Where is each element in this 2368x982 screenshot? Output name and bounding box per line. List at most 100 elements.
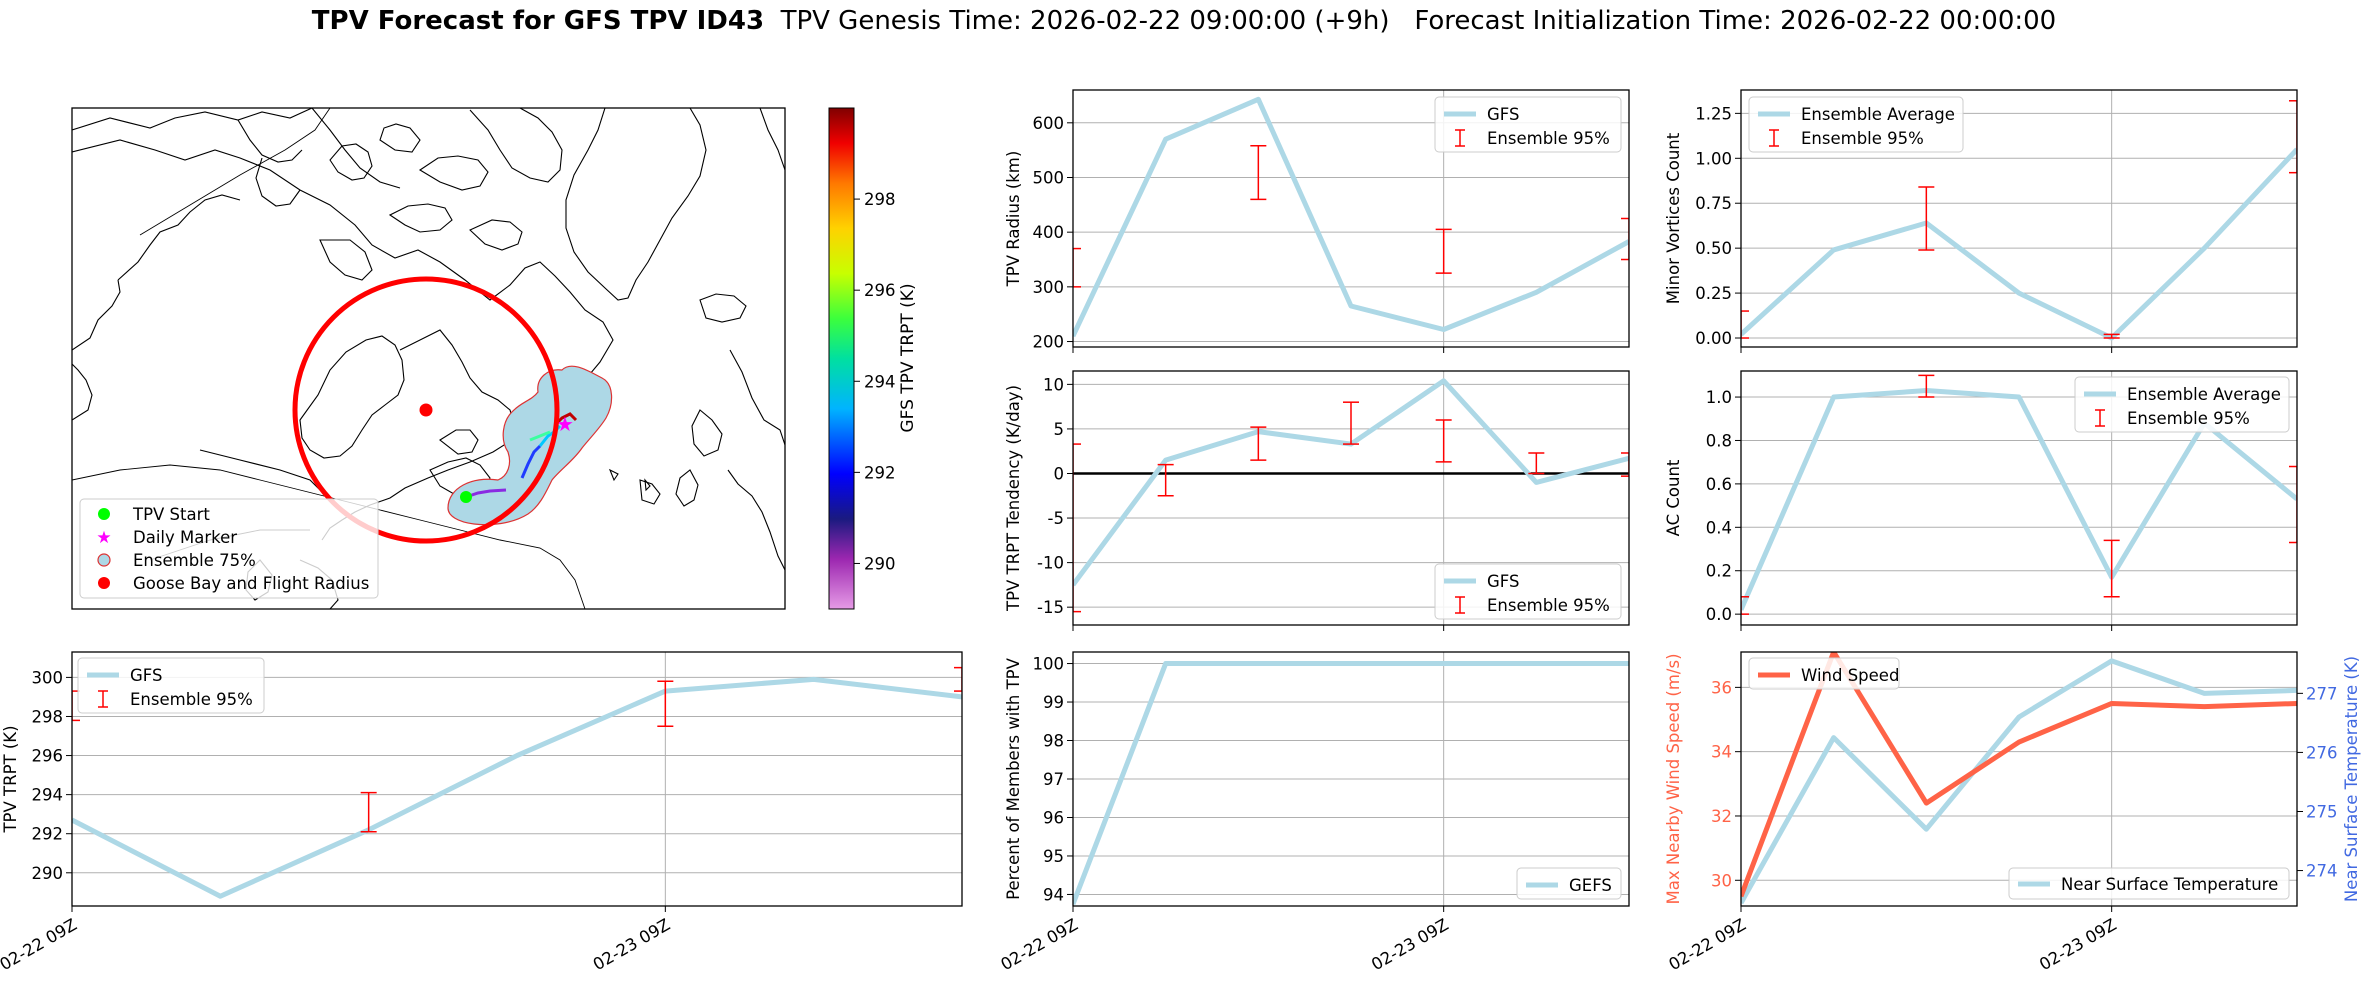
y-tick-label: 96 — [1043, 808, 1064, 827]
colorbar-tick-label: 298 — [864, 190, 896, 209]
legend-entry: Ensemble 95% — [130, 690, 253, 709]
legend: GFS Ensemble 95% — [1434, 563, 1622, 620]
legend-frame — [1434, 96, 1622, 153]
error-bar — [2289, 100, 2297, 174]
colorbar: 290 292 294 296 298 GFS TPV TRPT (K) — [828, 107, 918, 610]
legend-secondary: Near Surface Temperature — [2008, 867, 2290, 900]
error-bar — [1435, 419, 1452, 463]
y-tick-label: 0 — [1054, 464, 1065, 483]
legend-entry: GFS — [130, 666, 162, 685]
legend: Ensemble Average Ensemble 95% — [2074, 376, 2290, 433]
series-line-gfs — [72, 676, 962, 899]
y-tick-label: -15 — [1037, 598, 1064, 617]
plot-marks — [1073, 661, 1629, 905]
chart-radius: 200 300 400 500 600 TPV Radius (km) GFS Ensembl… — [1004, 89, 1630, 353]
y-tick-label: -10 — [1037, 554, 1064, 573]
error-bar — [1621, 217, 1629, 261]
y-axis-label: TPV TRPT Tendency (K/day) — [1004, 385, 1023, 612]
y-tick-label: 94 — [1043, 885, 1064, 904]
y-tick-label: 600 — [1033, 114, 1065, 133]
x-tick-label: 02-22 09Z — [0, 915, 80, 974]
colorbar-tick-label: 296 — [864, 281, 896, 300]
x-tick-label: 02-22 09Z — [997, 915, 1081, 974]
error-bar — [1918, 374, 1935, 398]
map-panel: ★ TPV Start ★ Daily Marker Ensemble 75% … — [71, 107, 918, 610]
y-tick-label: 300 — [1033, 278, 1065, 297]
y-tick-label: 0.25 — [1695, 284, 1732, 303]
y-tick-label: 0.0 — [1706, 605, 1732, 624]
legend-frame — [77, 657, 265, 714]
chart-percent: 94 95 96 97 98 99 100 02-22 09Z 02-23 09Z Percent… — [997, 651, 1630, 974]
error-bar — [1250, 145, 1267, 201]
chart-minor: 0.00 0.25 0.50 0.75 1.00 1.25 Minor Vortices C… — [1664, 89, 2298, 353]
y-tick-label: 98 — [1043, 732, 1064, 751]
x-tick-label: 02-23 09Z — [1368, 915, 1452, 974]
y-tick-label: 0.00 — [1695, 329, 1732, 348]
legend-start-marker — [98, 508, 110, 520]
y-tick-label: 1.00 — [1695, 149, 1732, 168]
axes-frame — [1072, 370, 1630, 626]
ensemble-75-region — [447, 365, 613, 526]
y-tick-label: 36 — [1711, 678, 1732, 697]
y-tick-label: 95 — [1043, 847, 1064, 866]
error-bar — [657, 680, 674, 727]
figure-title-bold: TPV Forecast for GFS TPV ID43 — [311, 6, 765, 36]
y-tick-label: 298 — [32, 707, 64, 726]
x-tick-label: 02-23 09Z — [590, 915, 674, 974]
y2-tick-label: 276 — [2306, 743, 2338, 762]
y2-tick-label: 277 — [2306, 684, 2338, 703]
y-tick-label: 1.25 — [1695, 104, 1732, 123]
legend-frame — [2074, 376, 2290, 433]
error-bar — [1073, 247, 1081, 288]
series-line-gefs — [1073, 661, 1629, 905]
figure-title-rest: TPV Genesis Time: 2026-02-22 09:00:00 (+… — [780, 6, 2057, 36]
error-bar — [1621, 452, 1629, 477]
legend-entry: GFS — [1487, 105, 1519, 124]
error-bar — [1741, 310, 1749, 339]
y-tick-label: 400 — [1033, 223, 1065, 242]
y-tick-label: 292 — [32, 825, 64, 844]
legend-entry: Near Surface Temperature — [2061, 875, 2278, 894]
x-tick-label: 02-22 09Z — [1665, 915, 1749, 974]
colorbar-tick-label: 294 — [864, 372, 896, 391]
chart-tendency: -15 -10 -5 0 5 10 TPV TRPT Tendency (K/day) GFS… — [1004, 370, 1630, 631]
y-tick-label: 200 — [1033, 333, 1065, 352]
y-tick-label: 5 — [1054, 420, 1065, 439]
daily-marker-star: ★ — [556, 412, 574, 436]
y-tick-label: 97 — [1043, 770, 1064, 789]
y2-tick-label: 275 — [2306, 802, 2338, 821]
legend: GFS Ensemble 95% — [1434, 96, 1622, 153]
error-bar — [1741, 596, 1749, 615]
x-tick-label: 02-23 09Z — [2036, 915, 2120, 974]
y-tick-label: 0.6 — [1706, 475, 1732, 494]
y-tick-label: -5 — [1048, 509, 1064, 528]
plot-marks — [72, 666, 962, 899]
legend-entry: Wind Speed — [1801, 666, 1899, 685]
plot-marks — [1741, 652, 2297, 905]
y-tick-label: 500 — [1033, 168, 1065, 187]
y-tick-label: 0.50 — [1695, 239, 1732, 258]
colorbar-label: GFS TPV TRPT (K) — [898, 283, 918, 432]
error-bar — [1918, 186, 1935, 251]
y-axis-label: Max Nearby Wind Speed (m/s) — [1664, 653, 1683, 904]
legend-frame — [2008, 867, 2290, 900]
y-tick-label: 0.2 — [1706, 562, 1732, 581]
y-axis-label: Percent of Members with TPV — [1004, 657, 1023, 899]
error-bar — [1343, 401, 1359, 445]
axes-frame — [1072, 89, 1630, 348]
map-coastlines — [72, 108, 785, 609]
legend-entry: Ensemble 95% — [1801, 129, 1924, 148]
series-line-ensemble-average — [1741, 147, 2297, 341]
chart-trpt: 290 292 294 296 298 300 02-22 09Z 02-23 09Z TPV … — [0, 651, 963, 974]
error-bar — [1073, 443, 1081, 613]
y-tick-label: 30 — [1711, 871, 1732, 890]
legend-entry: Ensemble Average — [1801, 105, 1955, 124]
y-tick-label: 0.75 — [1695, 194, 1732, 213]
plot-marks — [1741, 100, 2297, 341]
chart-wind: 30 32 34 36 02-22 09Z 02-23 09Z Max Nearby Win… — [1664, 651, 2361, 974]
y-tick-label: 32 — [1711, 807, 1732, 826]
colorbar-tick-label: 292 — [864, 463, 896, 482]
error-bar — [1435, 228, 1452, 274]
y-tick-label: 290 — [32, 864, 64, 883]
y-axis-label: Minor Vortices Count — [1664, 132, 1683, 304]
